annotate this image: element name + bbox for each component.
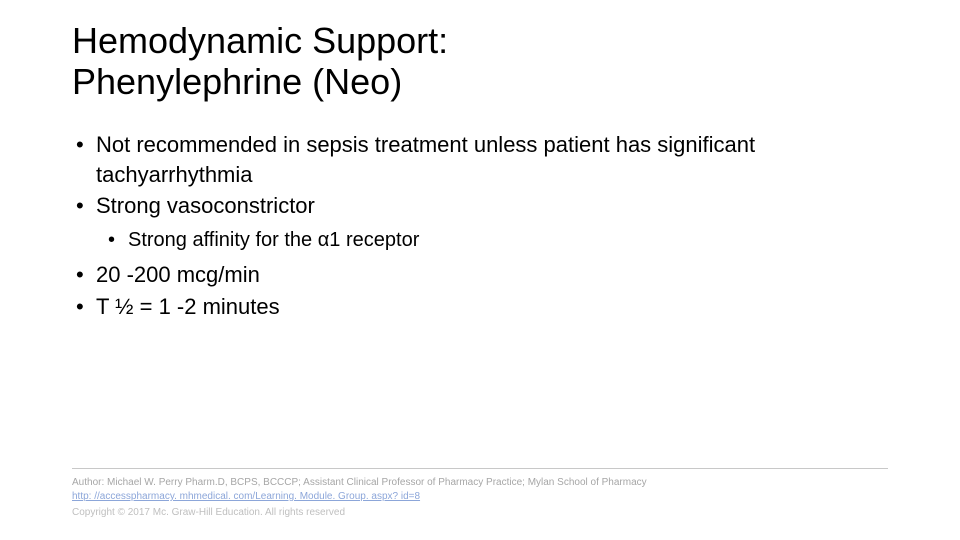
bullet-item: Not recommended in sepsis treatment unle… (72, 130, 892, 189)
bullet-text: Strong vasoconstrictor (96, 193, 315, 218)
footer-link[interactable]: http: //accesspharmacy. mhmedical. com/L… (72, 491, 420, 502)
bullet-text: Strong affinity for the α1 receptor (128, 229, 419, 251)
bullet-list: Not recommended in sepsis treatment unle… (72, 130, 892, 321)
slide-footer: Author: Michael W. Perry Pharm.D, BCPS, … (72, 476, 892, 520)
slide: Hemodynamic Support: Phenylephrine (Neo)… (0, 0, 960, 540)
footer-author: Author: Michael W. Perry Pharm.D, BCPS, … (72, 476, 892, 490)
bullet-item: 20 -200 mcg/min (72, 260, 892, 290)
footer-copyright: Copyright © 2017 Mc. Graw-Hill Education… (72, 506, 892, 520)
bullet-item: T ½ = 1 -2 minutes (72, 292, 892, 322)
slide-body: Not recommended in sepsis treatment unle… (72, 130, 892, 323)
title-line-2: Phenylephrine (Neo) (72, 61, 402, 102)
bullet-item: Strong vasoconstrictor (72, 191, 892, 221)
bullet-text: Not recommended in sepsis treatment unle… (96, 132, 755, 187)
bullet-text: 20 -200 mcg/min (96, 262, 260, 287)
slide-title: Hemodynamic Support: Phenylephrine (Neo) (72, 20, 892, 103)
bullet-sub-item: Strong affinity for the α1 receptor (104, 227, 892, 254)
title-line-1: Hemodynamic Support: (72, 20, 448, 61)
footer-divider (72, 468, 888, 469)
bullet-text: T ½ = 1 -2 minutes (96, 294, 280, 319)
